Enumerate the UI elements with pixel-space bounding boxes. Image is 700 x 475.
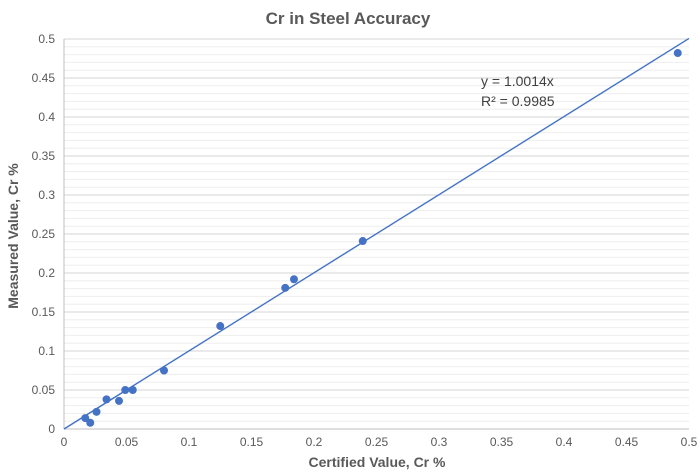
x-tick-label: 0.3 xyxy=(431,435,448,449)
data-point xyxy=(290,275,298,284)
y-axis-label: Measured Value, Cr % xyxy=(5,163,21,309)
data-point xyxy=(358,237,367,246)
x-tick-label: 0.2 xyxy=(306,435,323,449)
x-tick-label: 0.45 xyxy=(615,435,639,449)
y-tick-label: 0.45 xyxy=(32,71,56,85)
data-point xyxy=(102,395,111,404)
x-tick-labels: 0 0.05 0.1 0.15 0.2 0.25 0.3 0.35 0.4 0.45 0.5 xyxy=(61,435,698,449)
data-point xyxy=(86,418,95,427)
data-point xyxy=(115,396,123,405)
data-point xyxy=(92,407,101,416)
trendline-equation: y = 1.0014x xyxy=(481,73,554,89)
data-point xyxy=(673,49,682,58)
y-tick-label: 0 xyxy=(48,422,55,436)
y-tick-label: 0.25 xyxy=(32,227,56,241)
x-tick-label: 0.35 xyxy=(490,435,514,449)
data-point xyxy=(128,386,137,394)
x-axis-label: Certified Value, Cr % xyxy=(309,454,446,470)
x-tick-label: 0.5 xyxy=(681,435,698,449)
data-points xyxy=(81,49,682,427)
y-tick-label: 0.1 xyxy=(38,344,55,358)
chart-title: Cr in Steel Accuracy xyxy=(266,9,431,28)
y-tick-label: 0.05 xyxy=(32,383,56,397)
y-tick-label: 0.5 xyxy=(38,32,55,46)
x-tick-label: 0.4 xyxy=(556,435,573,449)
y-tick-label: 0.15 xyxy=(32,305,56,319)
trendline-group xyxy=(63,37,690,430)
y-tick-label: 0.2 xyxy=(38,266,55,280)
x-tick-label: 0.1 xyxy=(181,435,198,449)
y-tick-label: 0.3 xyxy=(38,188,55,202)
axes xyxy=(63,39,689,430)
trendline-r-squared: R² = 0.9985 xyxy=(481,93,555,109)
data-point xyxy=(216,322,225,331)
trendline xyxy=(63,37,690,430)
x-tick-label: 0.05 xyxy=(115,435,139,449)
y-tick-label: 0.4 xyxy=(38,110,55,124)
data-point xyxy=(160,366,168,375)
y-tick-labels: 0 0.05 0.1 0.15 0.2 0.25 0.3 0.35 0.4 0.45 0.5 xyxy=(32,32,56,436)
x-tick-label: 0.25 xyxy=(365,435,389,449)
y-tick-label: 0.35 xyxy=(32,149,56,163)
data-point xyxy=(281,283,290,292)
x-tick-label: 0 xyxy=(61,435,68,449)
data-point xyxy=(121,386,130,394)
x-tick-label: 0.15 xyxy=(240,435,264,449)
data-point xyxy=(81,414,90,423)
